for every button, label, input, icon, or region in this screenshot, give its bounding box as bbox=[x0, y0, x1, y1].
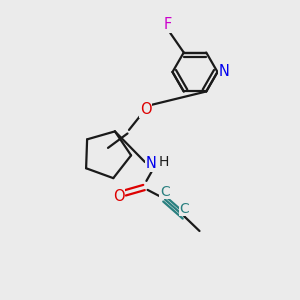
Text: N: N bbox=[146, 156, 157, 171]
Text: O: O bbox=[140, 102, 151, 117]
Text: C: C bbox=[180, 202, 189, 216]
Text: F: F bbox=[164, 17, 172, 32]
Text: C: C bbox=[160, 185, 170, 199]
Text: H: H bbox=[159, 155, 169, 169]
Text: N: N bbox=[219, 64, 230, 80]
Text: O: O bbox=[113, 189, 124, 204]
